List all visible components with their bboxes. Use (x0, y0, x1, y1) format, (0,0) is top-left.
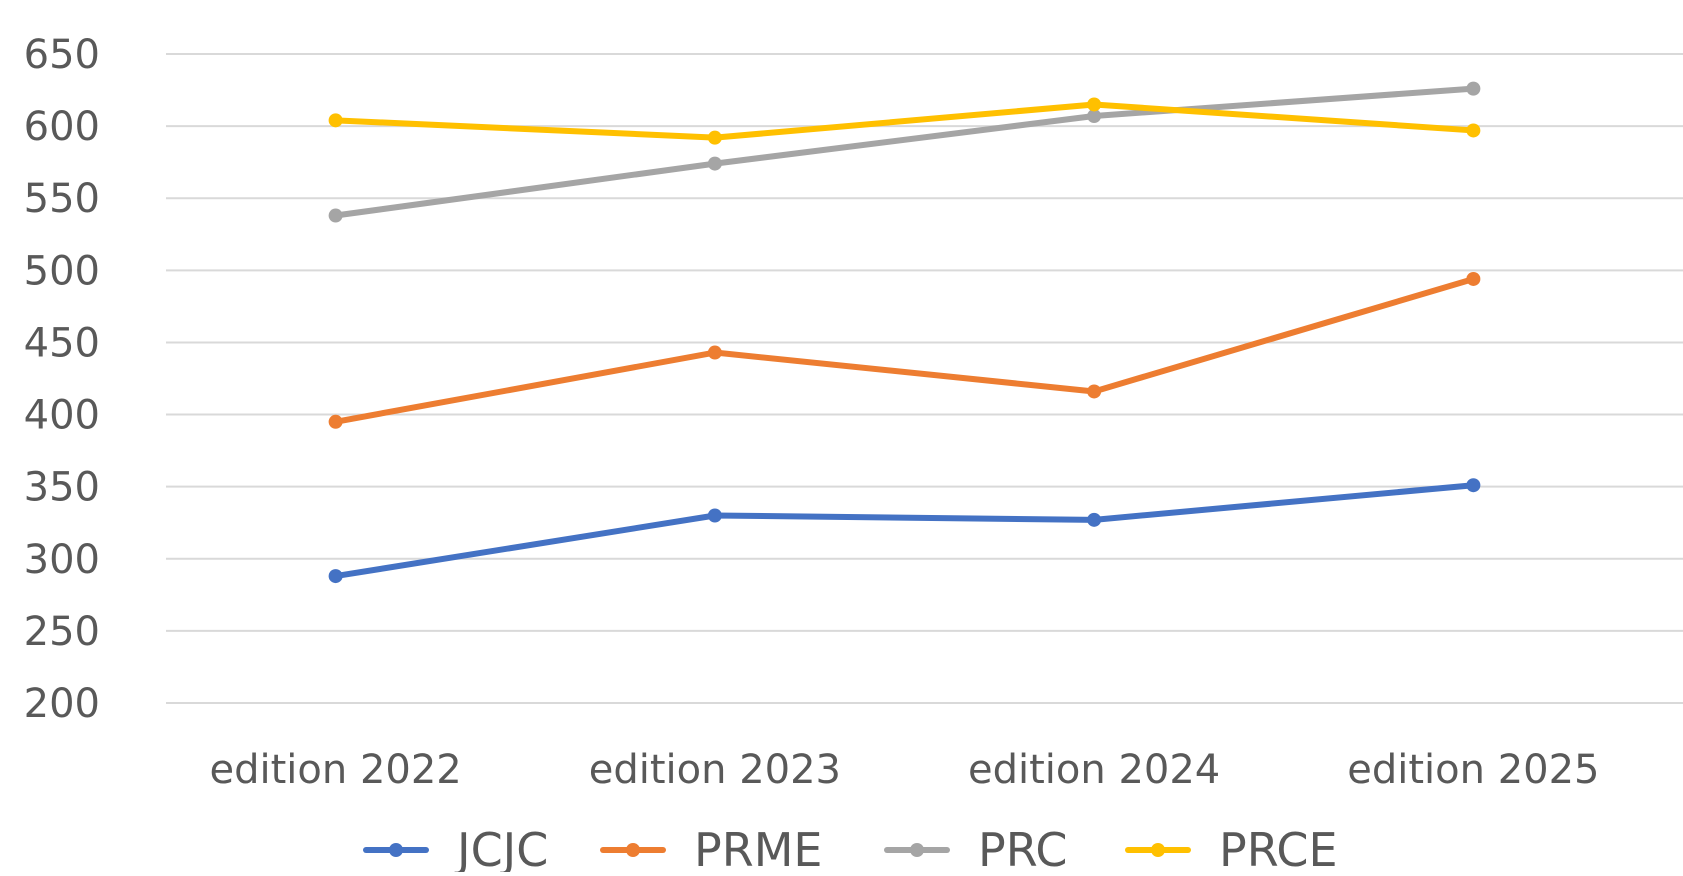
data-point-prme (1087, 384, 1102, 399)
series-lines (328, 81, 1481, 584)
data-point-prce (1087, 97, 1102, 112)
x-tick-label: edition 2022 (210, 747, 462, 793)
y-tick-label: 400 (24, 393, 100, 439)
legend-label-prc: PRC (978, 823, 1068, 872)
y-tick-label: 250 (24, 609, 100, 655)
data-point-prc (1087, 109, 1102, 124)
x-axis-tick-labels: edition 2022 edition 2023 edition 2024 edit… (210, 747, 1600, 793)
y-tick-label: 650 (24, 32, 100, 78)
legend-marker-prc (910, 843, 924, 857)
legend-label-prme: PRME (694, 823, 822, 872)
series-line-prc (332, 85, 1477, 219)
legend-marker-jcjc (389, 843, 403, 857)
data-point-prme (707, 345, 722, 360)
series-line-jcjc (332, 482, 1477, 580)
series-line-prme (332, 275, 1477, 425)
y-tick-label: 300 (24, 537, 100, 583)
y-tick-label: 550 (24, 176, 100, 222)
data-point-jcjc (1466, 478, 1481, 493)
data-point-prc (328, 208, 343, 223)
legend-label-jcjc: JCJC (454, 823, 548, 872)
data-point-jcjc (328, 569, 343, 584)
data-point-prc (1466, 81, 1481, 96)
data-point-prc (707, 156, 722, 171)
y-tick-label: 500 (24, 248, 100, 294)
data-point-prme (1466, 271, 1481, 286)
y-tick-label: 200 (24, 681, 100, 727)
legend: JCJC PRME PRC PRCE (363, 823, 1338, 876)
x-tick-label: edition 2025 (1347, 747, 1599, 793)
legend-label-prce: PRCE (1219, 823, 1338, 872)
data-point-prce (328, 113, 343, 128)
x-tick-label: edition 2023 (589, 747, 841, 793)
series-line-prce (332, 101, 1477, 141)
data-point-prce (1466, 123, 1481, 138)
x-tick-label: edition 2024 (968, 747, 1220, 793)
data-point-prme (328, 414, 343, 429)
data-point-jcjc (707, 508, 722, 523)
y-tick-label: 350 (24, 465, 100, 511)
data-point-jcjc (1087, 512, 1102, 527)
legend-marker-prme (626, 843, 640, 857)
legend-marker-prce (1151, 843, 1165, 857)
y-tick-label: 600 (24, 104, 100, 150)
data-point-prce (707, 130, 722, 145)
y-tick-label: 450 (24, 320, 100, 366)
gridlines (166, 53, 1683, 704)
y-axis-tick-labels: 200 250 300 350 400 450 500 550 600 650 (24, 32, 100, 727)
